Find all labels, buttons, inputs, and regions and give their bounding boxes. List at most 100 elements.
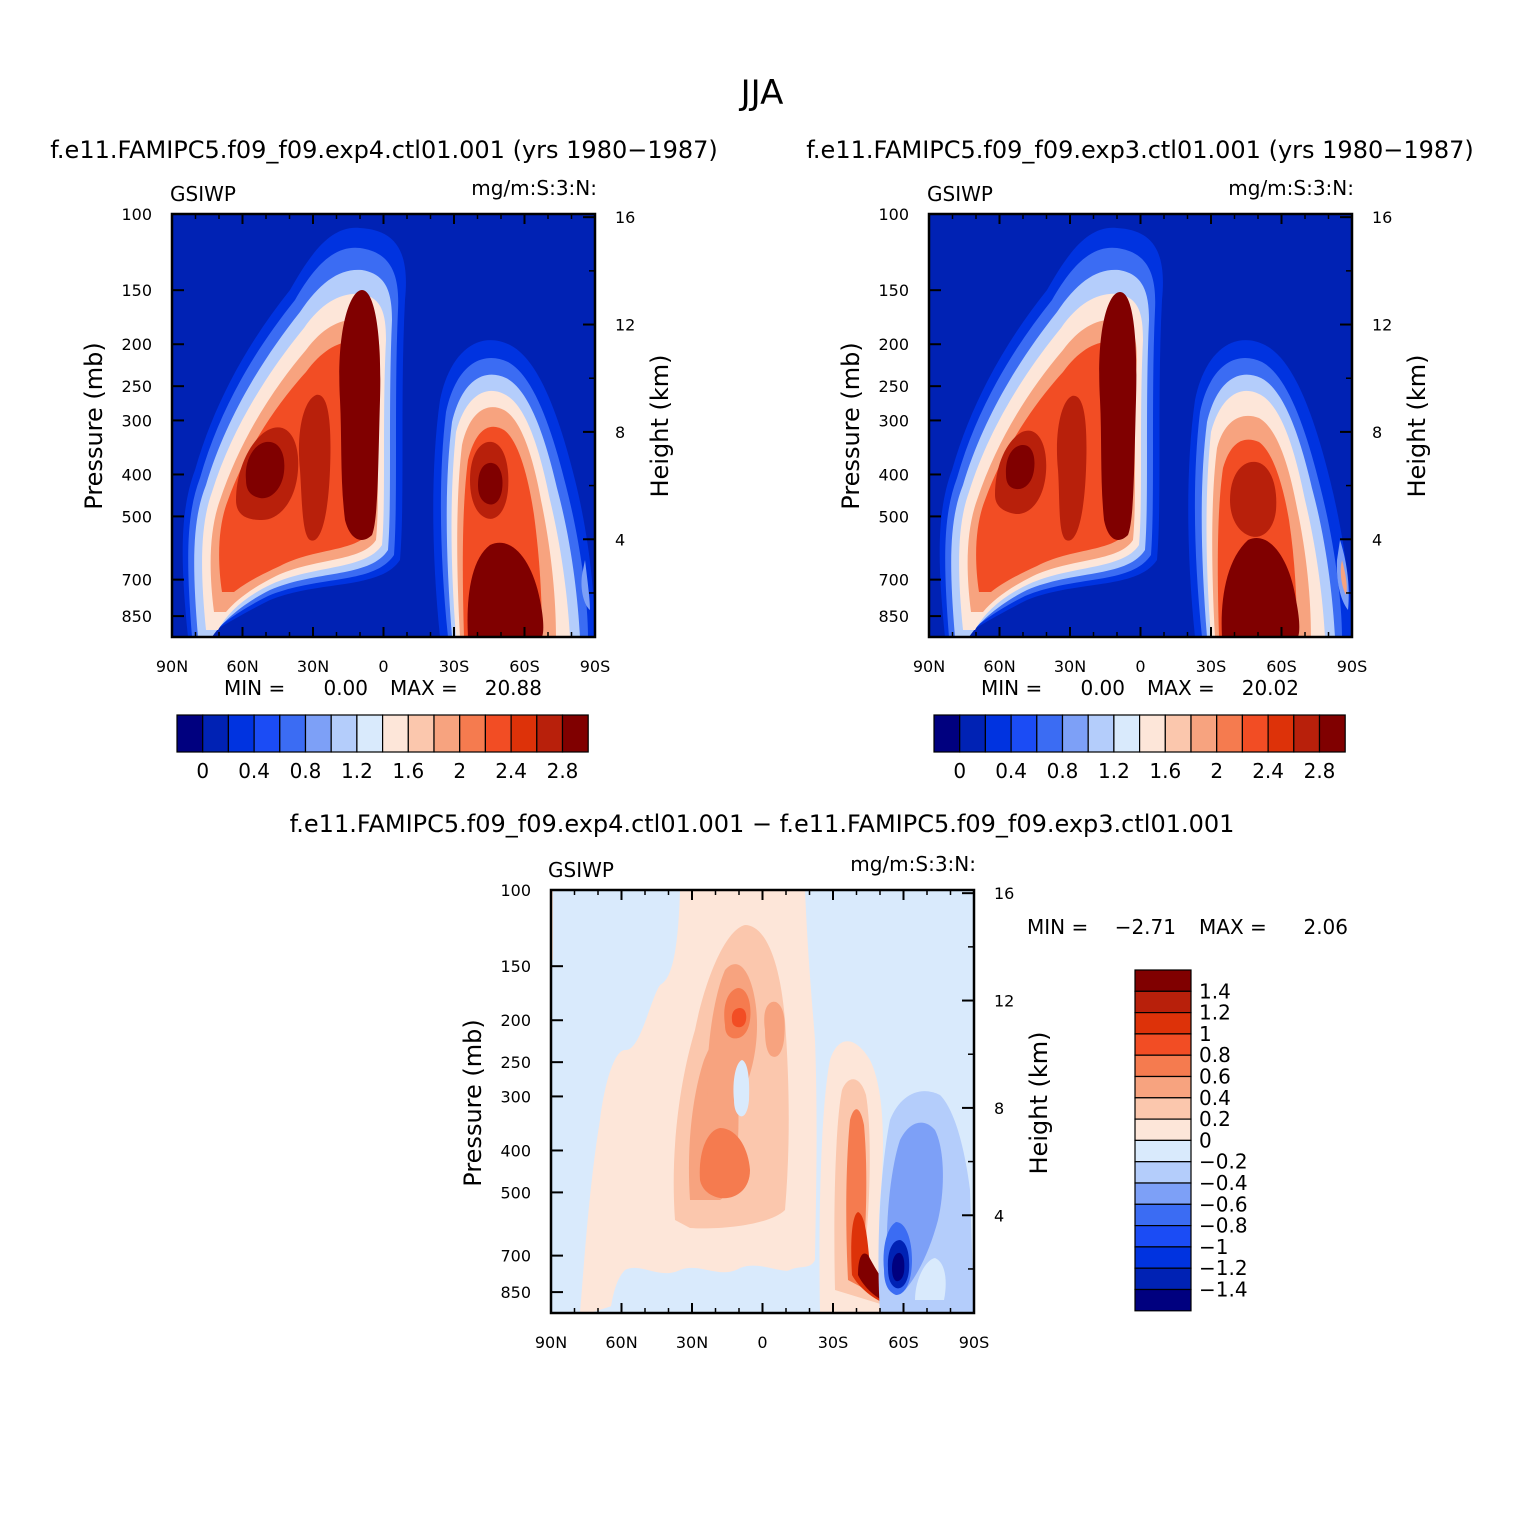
colorbar-label: 0.2 (1199, 1107, 1231, 1131)
x-tick-label: 90S (580, 657, 611, 676)
y-tick-label: 300 (500, 1087, 531, 1106)
y-axis: 100 150 200 250 300 400 500 700 850 (878, 205, 941, 626)
colorbar-label: −1.2 (1199, 1256, 1248, 1280)
colorbar-label: −0.4 (1199, 1171, 1248, 1195)
y-tick-label: 850 (500, 1283, 531, 1302)
colorbar-label: −1.4 (1199, 1278, 1248, 1302)
colorbar-swatch (1134, 1011, 1192, 1035)
colorbar-swatch (1113, 714, 1141, 753)
x-tick-label: 60N (605, 1333, 637, 1352)
colorbar-swatch (1134, 969, 1192, 992)
colorbar-swatch (1134, 1033, 1192, 1056)
y-tick-label: 400 (878, 465, 909, 484)
colorbar-swatch (1318, 714, 1346, 753)
x-tick-label: 60S (888, 1333, 919, 1352)
x-tick-label: 0 (1135, 657, 1145, 676)
colorbar-swatch (1134, 1224, 1192, 1248)
y-tick-label: 250 (500, 1053, 531, 1072)
colorbar-label: 2.8 (1304, 759, 1336, 783)
colorbar-swatch (1134, 1182, 1192, 1205)
colorbar-label: 0 (196, 759, 209, 783)
colorbar-swatch (1134, 1161, 1192, 1184)
y-tick-label: 500 (878, 507, 909, 526)
max-label: MAX = (390, 676, 458, 700)
y2-axis: 16 12 8 4 (962, 884, 1014, 1270)
colorbar-swatch (1010, 714, 1038, 753)
max-value: 20.02 (1242, 676, 1299, 700)
colorbar-label: 2.4 (1252, 759, 1284, 783)
colorbar-label: 0 (1199, 1128, 1212, 1152)
y-tick-label: 200 (878, 335, 909, 354)
colorbar-swatch (1134, 1203, 1192, 1227)
colorbar-swatch (356, 714, 384, 753)
colorbar-swatch (1061, 714, 1089, 753)
y2-tick-label: 16 (615, 208, 635, 227)
y2-tick-label: 12 (994, 992, 1014, 1011)
y-axis-label: Pressure (mb) (80, 342, 108, 509)
y2-axis-label: Height (km) (646, 355, 674, 498)
y-tick-label: 300 (878, 411, 909, 430)
colorbar-swatch (959, 714, 987, 753)
variable-label: GSIWP (927, 182, 993, 206)
y2-tick-label: 16 (1372, 208, 1392, 227)
colorbar-label: 0.4 (995, 759, 1027, 783)
y2-tick-label: 12 (1372, 316, 1392, 335)
colorbar: 0 0.4 0.8 1.2 1.6 2 2.4 2.8 (933, 714, 1346, 783)
x-tick-label: 90N (535, 1333, 567, 1352)
x-tick-label: 60S (1266, 657, 1297, 676)
max-value: 2.06 (1303, 915, 1348, 939)
colorbar-label: 0 (953, 759, 966, 783)
y-axis-label: Pressure (mb) (459, 1019, 487, 1186)
colorbar-swatch (253, 714, 281, 753)
colorbar-swatch (1134, 1267, 1192, 1291)
y2-tick-label: 8 (994, 1099, 1004, 1118)
colorbar-label: −0.2 (1199, 1150, 1248, 1174)
y-tick-label: 150 (121, 281, 152, 300)
y-tick-label: 200 (500, 1011, 531, 1030)
min-value: 0.00 (1080, 676, 1125, 700)
x-tick-label: 30N (676, 1333, 708, 1352)
min-value: 0.00 (323, 676, 368, 700)
y-tick-label: 850 (121, 607, 152, 626)
y-tick-label: 500 (121, 507, 152, 526)
colorbar-swatch (433, 714, 461, 753)
variable-label: GSIWP (170, 182, 236, 206)
max-label: MAX = (1147, 676, 1215, 700)
colorbar-label: 0.8 (290, 759, 322, 783)
y2-axis: 16 12 8 4 (583, 208, 635, 594)
colorbar-label: 2.8 (547, 759, 579, 783)
colorbar-swatch (561, 714, 589, 753)
x-tick-label: 30S (439, 657, 470, 676)
y2-tick-label: 4 (994, 1206, 1004, 1225)
colorbar-label: 1 (1199, 1022, 1212, 1046)
x-axis: 90N 60N 30N 0 30S 60S 90S (156, 214, 610, 676)
colorbar-swatch (1036, 714, 1064, 753)
x-tick-label: 90S (1337, 657, 1368, 676)
colorbar-label: 1.2 (1199, 1001, 1231, 1025)
x-tick-label: 90N (156, 657, 188, 676)
min-label: MIN = (981, 676, 1042, 700)
min-value: −2.71 (1115, 915, 1176, 939)
colorbar-swatch (1241, 714, 1269, 753)
x-tick-label: 90N (913, 657, 945, 676)
colorbar-label: 0.8 (1047, 759, 1079, 783)
colorbar-label: 2.4 (495, 759, 527, 783)
units-label: mg/m:S:3:N: (850, 852, 976, 876)
colorbar: 0 0.4 0.8 1.2 1.6 2 2.4 2.8 (176, 714, 589, 783)
y-tick-label: 250 (878, 377, 909, 396)
y-tick-label: 150 (878, 281, 909, 300)
y2-tick-label: 12 (615, 316, 635, 335)
colorbar-swatch (1293, 714, 1321, 753)
panel-title: f.e11.FAMIPC5.f09_f09.exp3.ctl01.001 (yr… (806, 136, 1474, 164)
min-label: MIN = (224, 676, 285, 700)
panel-diff: f.e11.FAMIPC5.f09_f09.exp4.ctl01.001 − f… (290, 810, 1348, 1352)
colorbar-label: 1.2 (341, 759, 373, 783)
colorbar-swatch (1216, 714, 1243, 753)
x-tick-label: 90S (959, 1333, 990, 1352)
y-tick-label: 500 (500, 1183, 531, 1202)
colorbar-swatch (407, 714, 435, 753)
panel-title: f.e11.FAMIPC5.f09_f09.exp4.ctl01.001 (yr… (50, 136, 718, 164)
y2-tick-label: 4 (1372, 530, 1382, 549)
colorbar-swatch (1267, 714, 1295, 753)
